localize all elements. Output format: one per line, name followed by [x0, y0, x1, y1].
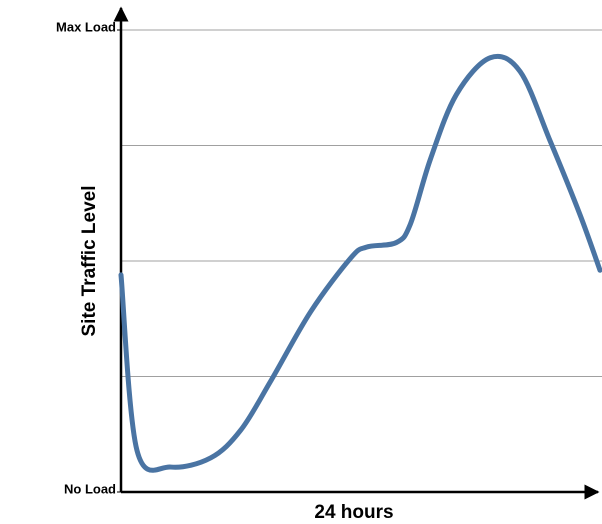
y-axis-label: Site Traffic Level: [79, 185, 100, 336]
y-tick-label: Max Load: [56, 19, 116, 34]
y-tick-label: No Load: [64, 481, 116, 496]
x-axis-label: 24 hours: [314, 502, 393, 523]
traffic-line: [118, 53, 602, 473]
